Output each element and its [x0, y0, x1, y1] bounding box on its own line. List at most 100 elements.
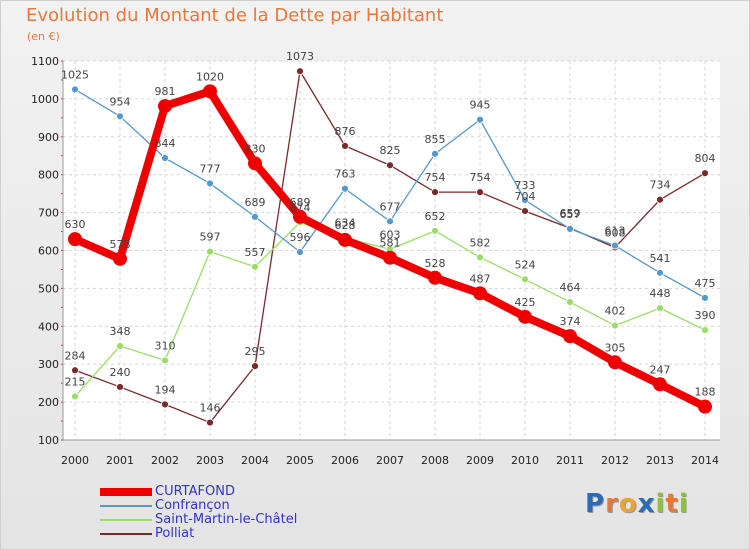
data-label: 284 [65, 349, 86, 362]
x-tick-label: 2006 [331, 454, 359, 467]
data-label: 876 [335, 125, 356, 138]
data-point [161, 154, 169, 162]
data-point [476, 188, 484, 197]
data-point [386, 161, 394, 170]
data-point [653, 377, 667, 392]
data-point [656, 268, 664, 277]
legend-label: CURTAFOND [155, 484, 235, 499]
data-point [248, 156, 262, 171]
data-point [116, 112, 124, 121]
data-point [338, 232, 352, 247]
data-label: 597 [200, 231, 221, 244]
legend-item: Confrançon [100, 499, 297, 513]
data-label: 677 [380, 200, 401, 213]
data-point [701, 326, 709, 334]
data-point [206, 418, 214, 427]
data-point [476, 115, 484, 124]
x-tick-label: 2013 [646, 454, 674, 467]
y-tick-label: 500 [38, 282, 59, 295]
data-label: 603 [380, 228, 401, 241]
data-label: 763 [335, 168, 356, 181]
data-label: 188 [695, 386, 716, 399]
data-label: 348 [110, 325, 131, 338]
data-point [116, 383, 124, 391]
y-tick-label: 400 [38, 320, 59, 333]
data-point [518, 309, 532, 324]
value-labels: 630 578 981 1020 830 689 628 581 528 487 425 374 305… [61, 50, 716, 414]
x-tick-label: 2010 [511, 454, 539, 467]
data-label: 425 [515, 296, 536, 309]
data-label: 305 [605, 341, 626, 354]
data-label: 578 [110, 238, 131, 251]
data-point [701, 169, 709, 178]
data-label: 215 [65, 375, 86, 388]
x-tick-label: 2009 [466, 454, 494, 467]
data-point [293, 209, 307, 224]
data-label: 1073 [286, 50, 314, 63]
data-point [428, 270, 442, 285]
x-tick-label: 2007 [376, 454, 404, 467]
legend-swatch [100, 488, 152, 496]
data-point [161, 400, 169, 409]
x-tick-label: 2002 [151, 454, 179, 467]
data-point [341, 184, 349, 193]
data-label: 475 [695, 277, 716, 290]
data-label: 1025 [61, 68, 89, 81]
x-tick-label: 2014 [691, 454, 719, 467]
data-label: 652 [425, 210, 446, 223]
data-point [161, 356, 169, 365]
data-point [521, 275, 529, 284]
data-label: 634 [335, 217, 356, 230]
data-label: 390 [695, 309, 716, 322]
proxiti-logo: Proxiti [585, 489, 689, 519]
x-tick-label: 2005 [286, 454, 314, 467]
legend-label: Polliat [155, 526, 195, 541]
data-point [431, 188, 439, 197]
data-label: 754 [425, 171, 446, 184]
y-tick-label: 600 [38, 245, 59, 258]
chart-title: Evolution du Montant de la Dette par Hab… [26, 5, 444, 26]
data-point [611, 241, 619, 250]
data-point [566, 298, 574, 306]
data-point [251, 262, 259, 271]
data-point [206, 247, 214, 256]
data-label: 981 [155, 85, 176, 98]
x-tick-label: 2011 [556, 454, 584, 467]
legend-swatch [100, 519, 152, 521]
data-point [608, 355, 622, 370]
data-point [473, 286, 487, 301]
data-label: 754 [470, 171, 491, 184]
y-tick-label: 700 [38, 207, 59, 220]
x-tick-label: 2003 [196, 454, 224, 467]
data-point [116, 342, 124, 350]
series-layer [68, 67, 712, 427]
data-point [566, 224, 574, 233]
legend-swatch [100, 533, 152, 535]
data-label: 194 [155, 383, 176, 396]
data-label: 247 [650, 363, 671, 376]
x-tick-label: 2004 [241, 454, 269, 467]
data-point [611, 321, 619, 330]
data-point [71, 366, 79, 375]
data-label: 402 [605, 305, 626, 318]
data-point [341, 141, 349, 150]
data-label: 310 [155, 339, 176, 352]
data-label: 954 [110, 95, 131, 108]
data-point [521, 196, 529, 204]
data-label: 830 [245, 142, 266, 155]
data-point [563, 329, 577, 344]
data-label: 541 [650, 252, 671, 265]
data-label: 657 [560, 208, 581, 221]
data-label: 704 [515, 190, 536, 203]
data-label: 628 [335, 219, 356, 232]
y-tick-label: 1100 [31, 55, 59, 68]
data-label: 804 [695, 152, 716, 165]
data-point [71, 392, 79, 401]
data-label: 464 [560, 281, 581, 294]
data-label: 596 [290, 231, 311, 244]
data-point [251, 362, 259, 370]
legend-label: Saint-Martin-le-Châtel [155, 512, 298, 527]
data-label: 487 [470, 272, 491, 285]
legend: CURTAFOND Confrançon Saint-Martin-le-Châte… [100, 485, 297, 541]
